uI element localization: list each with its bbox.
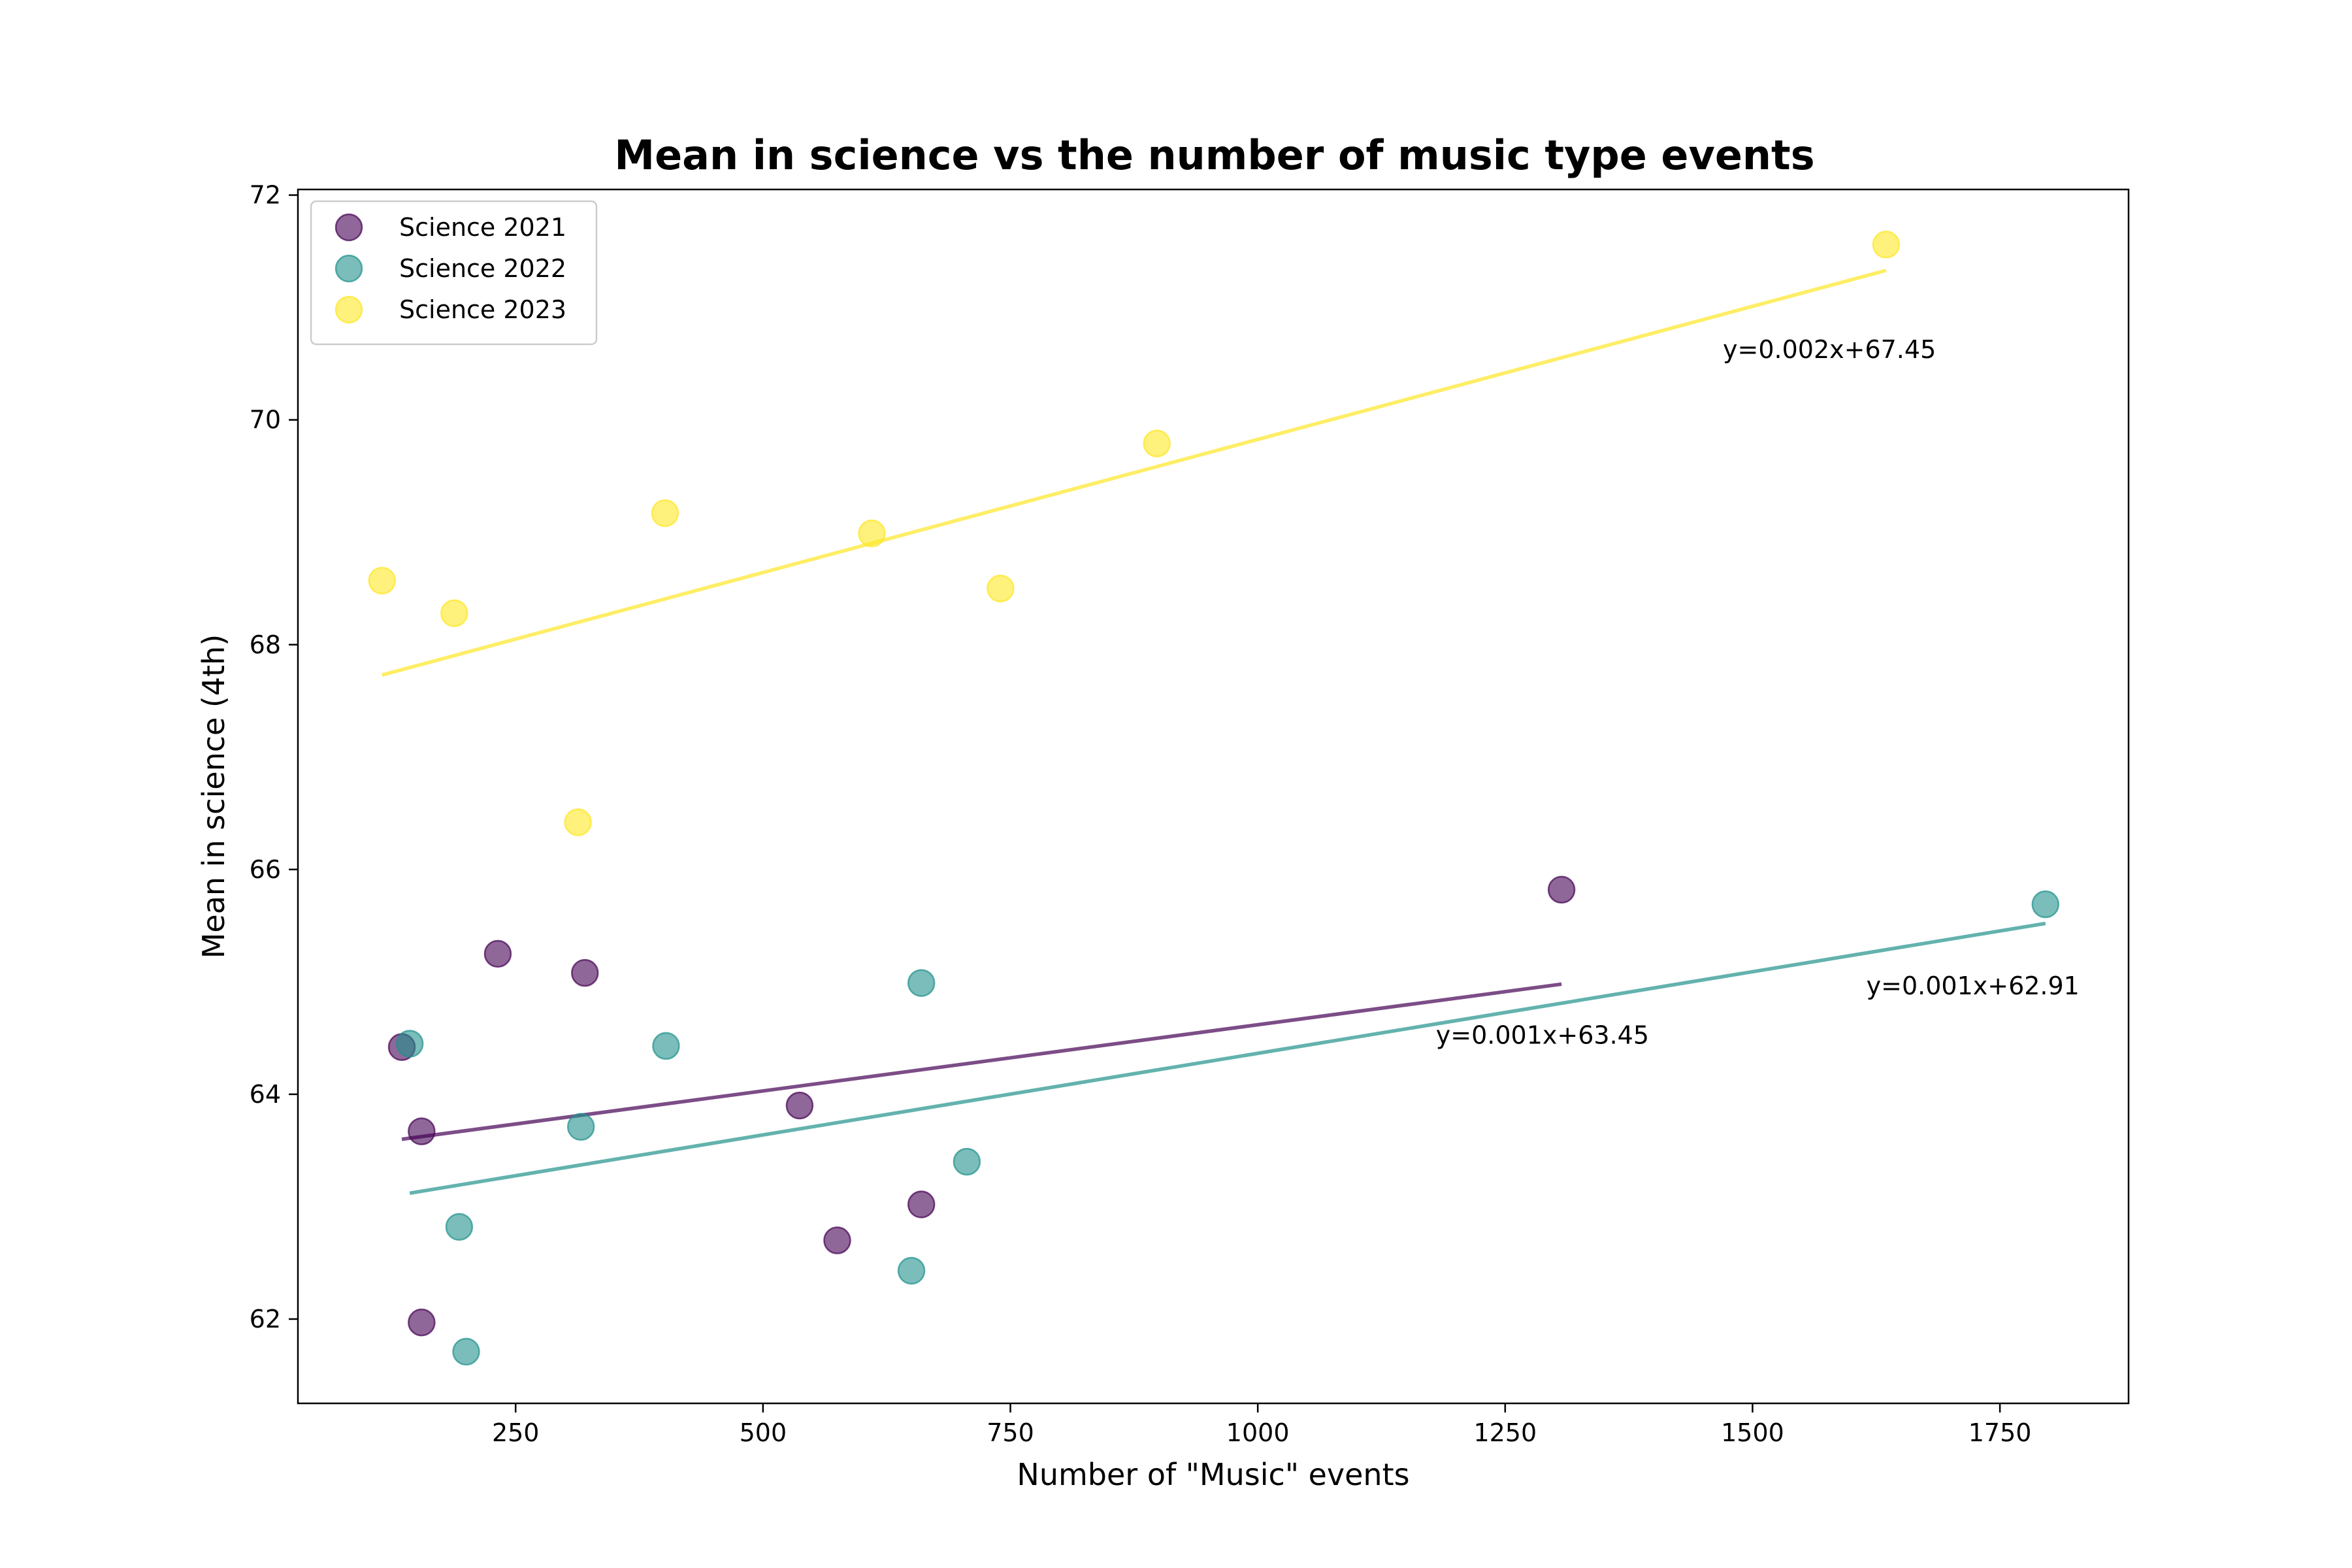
- data-point: [483, 939, 512, 968]
- x-tick-label: 750: [987, 1418, 1034, 1447]
- equation-label: y=0.001x+62.91: [1867, 972, 2080, 1000]
- data-point: [395, 1030, 424, 1058]
- series-3: y=0.002x+67.45: [368, 231, 1936, 836]
- data-point: [2031, 890, 2060, 919]
- x-tick-label: 1250: [1473, 1418, 1537, 1447]
- y-tick-label: 62: [250, 1305, 281, 1333]
- legend-label: Science 2022: [399, 254, 566, 283]
- data-point: [1872, 231, 1901, 259]
- x-tick-label: 1000: [1226, 1418, 1290, 1447]
- legend-marker: [335, 295, 363, 324]
- x-axis-label: Number of "Music" events: [1017, 1457, 1409, 1492]
- data-point: [651, 499, 679, 527]
- legend-marker: [335, 213, 363, 242]
- y-tick-label: 68: [250, 630, 281, 659]
- data-point: [858, 519, 886, 547]
- y-tick-label: 66: [250, 855, 281, 884]
- plot-area: y=0.001x+63.45 y=0.001x+62.91 y=0.002x+67.…: [368, 231, 2080, 1366]
- legend-frame: [310, 200, 598, 346]
- legend: Science 2021 Science 2022 Science 2023: [310, 200, 598, 346]
- series-1: y=0.001x+63.45: [387, 875, 1649, 1337]
- data-point: [652, 1032, 680, 1060]
- series-2: y=0.001x+62.91: [395, 890, 2080, 1366]
- data-point: [897, 1256, 926, 1285]
- x-tick-label: 500: [740, 1418, 787, 1447]
- trend-line: [401, 982, 1562, 1141]
- equation-label: y=0.001x+63.45: [1436, 1021, 1649, 1049]
- data-point: [564, 808, 592, 836]
- data-point: [452, 1337, 480, 1366]
- data-point: [987, 574, 1015, 602]
- x-tick-label: 250: [492, 1418, 540, 1447]
- legend-marker: [335, 254, 363, 283]
- data-point: [823, 1226, 851, 1254]
- x-tick-label: 1500: [1721, 1418, 1784, 1447]
- data-point: [953, 1147, 981, 1176]
- y-axis: 62 64 66 68 70 72: [250, 181, 298, 1333]
- equation-label: y=0.002x+67.45: [1723, 335, 1936, 364]
- data-point: [368, 566, 396, 595]
- data-point: [1143, 429, 1171, 458]
- data-point: [785, 1091, 814, 1120]
- data-point: [907, 1190, 936, 1218]
- chart-title: Mean in science vs the number of music t…: [614, 131, 1814, 179]
- trend-line: [409, 921, 2046, 1196]
- y-tick-label: 64: [250, 1080, 281, 1109]
- data-point: [408, 1117, 436, 1145]
- legend-label: Science 2021: [399, 213, 566, 242]
- x-axis: 250 500 750 1000 1250 1500 1750: [492, 1403, 2032, 1447]
- data-point: [907, 969, 936, 997]
- data-point: [1547, 875, 1576, 904]
- legend-label: Science 2023: [399, 295, 566, 324]
- data-point: [570, 958, 599, 987]
- trend-line: [382, 269, 1887, 677]
- data-point: [408, 1308, 436, 1337]
- x-tick-label: 1750: [1968, 1418, 2032, 1447]
- plot-frame: [297, 188, 2130, 1405]
- data-point: [566, 1113, 595, 1141]
- y-axis-label: Mean in science (4th): [196, 634, 231, 959]
- data-point: [445, 1213, 474, 1241]
- data-point: [440, 599, 468, 627]
- y-tick-label: 70: [250, 406, 281, 434]
- y-tick-label: 72: [250, 181, 281, 210]
